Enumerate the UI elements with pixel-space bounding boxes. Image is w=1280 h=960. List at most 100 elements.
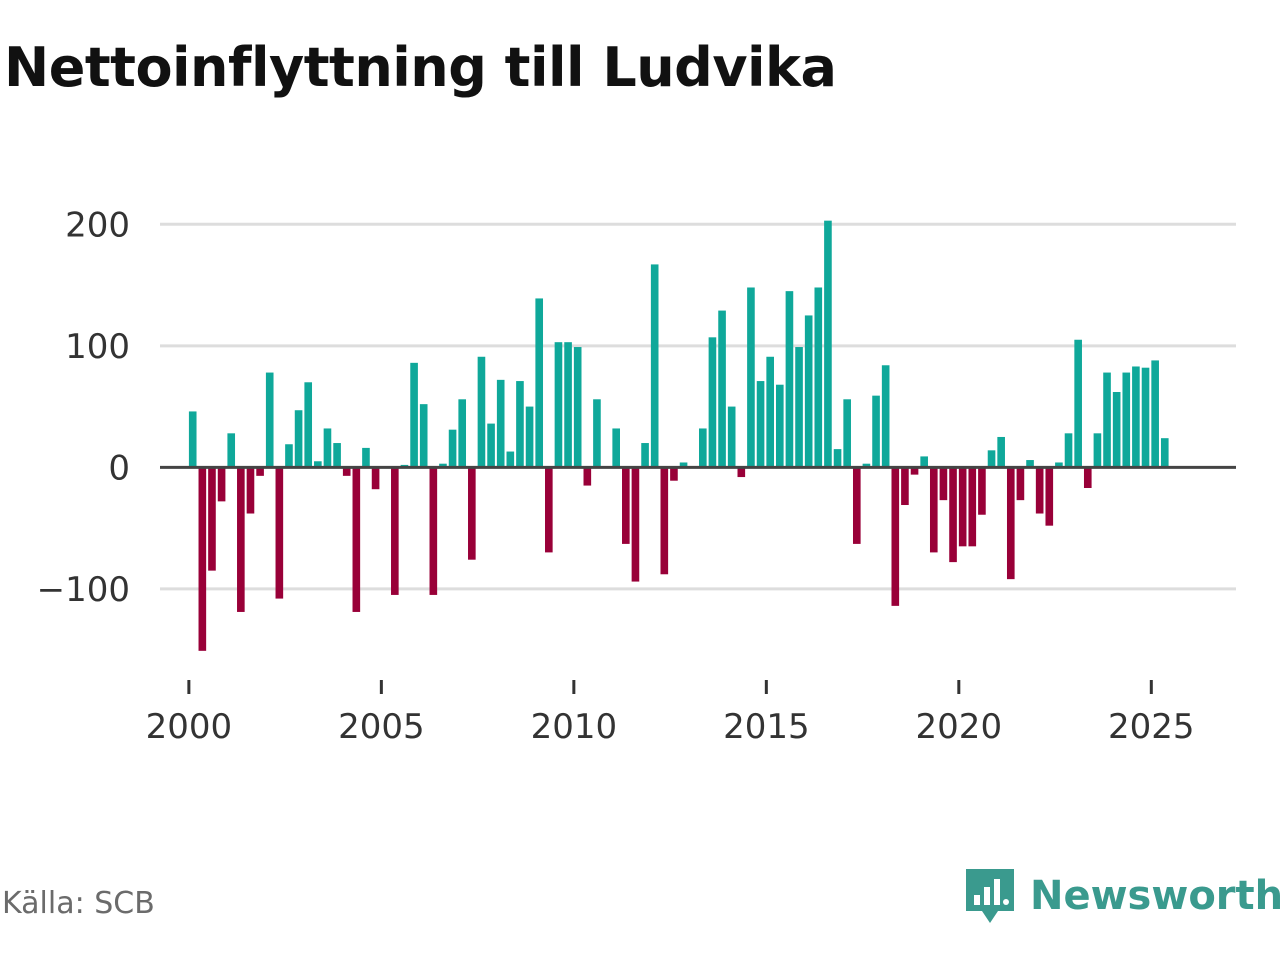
bar [564,342,572,468]
bar [804,315,813,468]
bar [833,449,842,468]
bar [506,451,515,468]
bar [573,347,582,468]
bar [1064,433,1073,468]
bar [795,347,803,468]
bar [929,467,938,553]
bar [997,436,1005,468]
x-tick-label: 2020 [916,707,1003,747]
bar [1093,433,1102,468]
bar [256,467,264,476]
bar [650,264,659,468]
bar [468,467,476,560]
bar [920,456,928,468]
bar [371,467,380,490]
x-tick-label: 2005 [338,707,425,747]
x-tick-label: 2010 [531,707,618,747]
y-tick-label: 100 [65,327,130,367]
bar [535,298,544,468]
y-tick-label: 0 [108,448,130,488]
bar [747,287,755,468]
bar [775,384,784,468]
y-tick-label: −100 [37,570,130,610]
bar [429,467,438,595]
bar [1112,392,1121,468]
bar [612,428,620,468]
bar [458,399,467,468]
bar [477,356,486,468]
x-tick-label: 2015 [723,707,810,747]
bar [881,365,890,468]
bar [756,381,765,468]
bar [631,467,640,582]
bar [987,450,996,468]
brand-name: Newsworthy [1030,873,1280,919]
bar [852,467,861,544]
bar [1132,366,1140,468]
bars [188,220,1169,651]
bar [188,411,197,468]
x-tick-label: 2000 [146,707,233,747]
bar [1103,372,1111,468]
x-tick-label: 2025 [1108,707,1195,747]
bar [323,428,332,468]
bar [814,287,823,468]
bar [198,467,207,651]
bar [958,467,967,547]
bar [843,399,851,468]
bar [968,467,977,547]
bar [1006,467,1015,580]
x-axis: 2000 2005 2010 2015 2020 2025 [146,680,1195,747]
bar [593,399,601,468]
bar [554,342,563,468]
bar [487,423,495,468]
bar [208,467,216,571]
bar [419,404,428,468]
bar [1122,372,1131,468]
bar [978,467,986,515]
bar [1160,438,1169,468]
bar [785,291,794,468]
bar [949,467,957,563]
bar [679,462,688,468]
bar [1045,467,1054,526]
bar [294,410,303,468]
bar [410,362,418,468]
bar [227,433,236,468]
bar [622,467,630,544]
bar [362,447,370,468]
bar [583,467,592,486]
bar [1141,367,1150,468]
bar [246,467,255,514]
bar [237,467,245,612]
bar [275,467,284,599]
bar [1074,339,1082,468]
bar [939,467,948,501]
bar [901,467,909,506]
bar [285,444,293,468]
bar [1083,467,1092,488]
bar [1055,462,1063,468]
bar [766,356,774,468]
bar [217,467,226,502]
bar [496,379,505,468]
bar [670,467,678,481]
bar [824,220,832,468]
brand-logo: Newsworthy [964,864,1280,928]
bar [641,443,649,468]
bar [1035,467,1044,514]
bar [718,310,726,468]
chart-title: Nettoinflyttning till Ludvika [4,36,837,99]
bar [439,463,447,468]
gridlines [160,222,1236,591]
bar [304,382,313,468]
bar [314,461,322,468]
bar [737,467,746,478]
bar [391,467,399,595]
y-axis: −100 0 100 200 [37,205,130,610]
bar [352,467,361,612]
bar [1151,360,1159,468]
source-note: Källa: SCB [2,886,155,921]
bar [708,337,717,468]
